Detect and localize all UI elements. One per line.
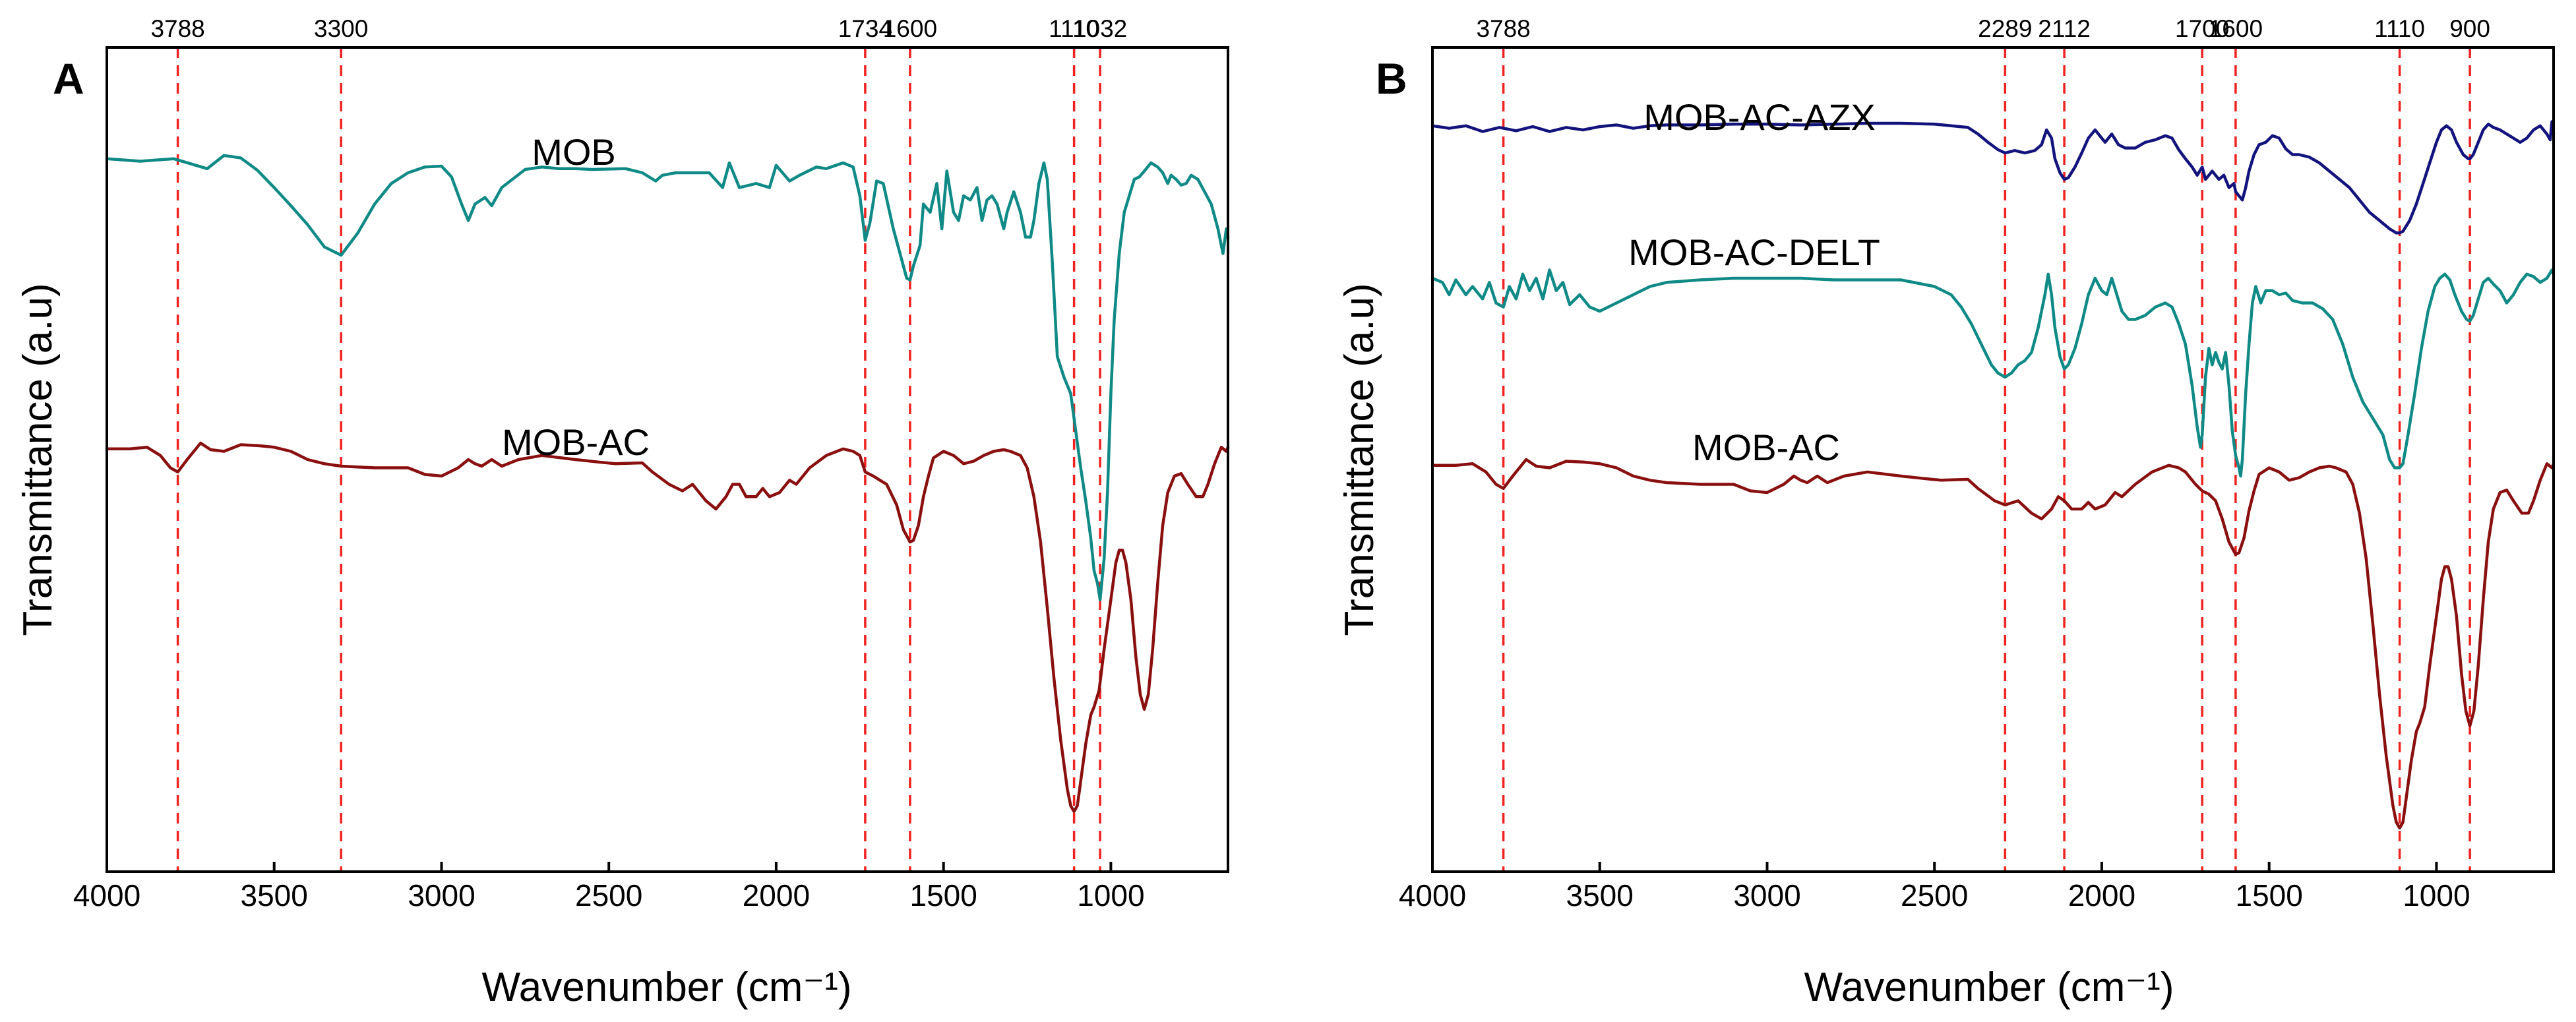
panel-b-label-mob-ac-azx: MOB-AC-AZX <box>1643 96 1876 138</box>
panel-a-label-mob: MOB <box>532 131 616 173</box>
panel-a-y-axis-title: Transmittance (a.u) <box>15 283 61 636</box>
panel-a-x-tick-label: 1000 <box>1077 878 1144 913</box>
panel-b-x-tick-label: 2000 <box>2068 878 2135 913</box>
panel-b-peak-label: 1700 <box>2175 15 2229 42</box>
panel-b-x-tick-label: 4000 <box>1399 878 1466 913</box>
panel-a-x-tick-label: 2500 <box>575 878 642 913</box>
panel-b-x-tick-label: 3500 <box>1566 878 1634 913</box>
panel-a-x-tick-label: 4000 <box>73 878 140 913</box>
panel-b-x-axis-title: Wavenumber (cm⁻¹) <box>1804 965 2174 1010</box>
panel-b-peak-label: 1110 <box>2374 15 2425 42</box>
panel-b-x-tick-label: 3000 <box>1733 878 1800 913</box>
panel-a-x-tick-label: 2000 <box>743 878 810 913</box>
panel-a-x-axis-title: Wavenumber (cm⁻¹) <box>482 965 852 1010</box>
panel-b-series-mob-ac-azx <box>1430 120 2556 235</box>
panel-b-peak-label: 2289 <box>1978 15 2032 42</box>
panel-a-x-tick-label: 3500 <box>241 878 308 913</box>
panel-a-label-mob-ac: MOB-AC <box>502 421 650 463</box>
panel-a-plot-frame <box>106 46 1229 873</box>
panel-a-x-tick-label: 1500 <box>910 878 977 913</box>
panel-b-peak-label: 2112 <box>2038 15 2091 42</box>
panel-a-peak-label: 1600 <box>883 15 937 42</box>
panel-a-series-mob <box>105 154 1230 601</box>
panel-b-x-tick-label: 1500 <box>2236 878 2303 913</box>
panel-b-series-mob-ac <box>1430 458 2556 830</box>
panel-b-x-tick-label: 2500 <box>1901 878 1968 913</box>
panel-a: A Transmittance (a.u) Wavenumber (cm⁻¹) … <box>15 15 1230 1010</box>
panel-a-peak-label: 1734 <box>838 15 892 42</box>
panel-b: B Transmittance (a.u) Wavenumber (cm⁻¹) … <box>1337 15 2556 1010</box>
panel-b-y-axis-title: Transmittance (a.u) <box>1337 283 1382 636</box>
panel-b-label-mob-ac: MOB-AC <box>1692 427 1840 468</box>
panel-a-peak-label: 1110 <box>1049 15 1099 42</box>
panel-a-peak-label: 3788 <box>150 15 204 42</box>
panel-a-peak-label: 3300 <box>314 15 368 42</box>
panel-b-plot-frame <box>1431 46 2555 873</box>
panel-b-peak-label: 900 <box>2449 15 2490 42</box>
panel-b-series-mob-ac-delt <box>1430 268 2556 478</box>
panel-b-peak-label: 3788 <box>1476 15 1530 42</box>
panel-b-x-tick-label: 1000 <box>2403 878 2470 913</box>
panel-a-series-mob-ac <box>105 441 1230 814</box>
panel-b-label-mob-ac-delt: MOB-AC-DELT <box>1628 231 1880 273</box>
panel-a-letter: A <box>53 54 84 103</box>
panel-b-peak-label: 1600 <box>2209 15 2263 42</box>
panel-a-x-tick-label: 3000 <box>408 878 475 913</box>
panel-a-peak-label: 1032 <box>1073 15 1127 42</box>
panel-b-letter: B <box>1376 54 1407 103</box>
